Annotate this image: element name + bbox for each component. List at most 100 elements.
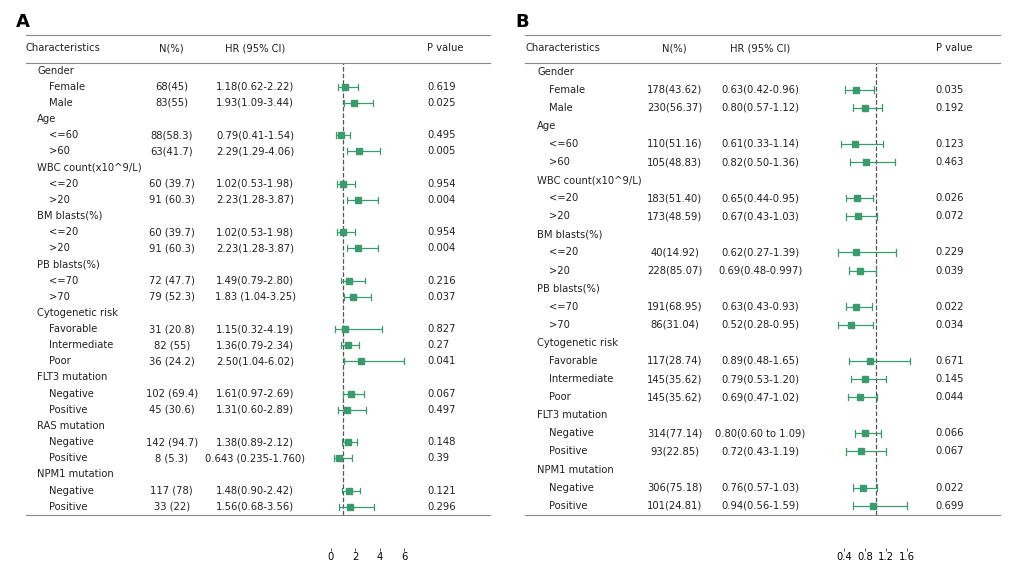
Text: >70: >70	[49, 292, 69, 301]
Text: HR (95% CI): HR (95% CI)	[225, 43, 285, 54]
Text: 0.497: 0.497	[427, 405, 455, 415]
Text: Negative: Negative	[548, 428, 593, 439]
Text: 33 (22): 33 (22)	[154, 502, 190, 512]
Text: WBC count(x10^9/L): WBC count(x10^9/L)	[37, 163, 142, 172]
Text: 0.954: 0.954	[427, 179, 455, 188]
Text: 0.39: 0.39	[427, 453, 448, 463]
Text: 0.619: 0.619	[427, 82, 455, 92]
Text: >20: >20	[548, 266, 570, 276]
Text: N(%): N(%)	[661, 43, 687, 54]
Text: 0.005: 0.005	[427, 146, 454, 156]
Text: WBC count(x10^9/L): WBC count(x10^9/L)	[537, 175, 641, 185]
Text: 0.80(0.60 to 1.09): 0.80(0.60 to 1.09)	[714, 428, 804, 439]
Text: 91 (60.3): 91 (60.3)	[149, 195, 195, 205]
Text: 0.145: 0.145	[934, 374, 963, 384]
Text: RAS mutation: RAS mutation	[37, 421, 105, 431]
Text: 0.216: 0.216	[427, 276, 455, 286]
Text: 0.192: 0.192	[934, 103, 963, 112]
Text: 60 (39.7): 60 (39.7)	[149, 227, 195, 237]
Text: 228(85.07): 228(85.07)	[646, 266, 702, 276]
Text: 60 (39.7): 60 (39.7)	[149, 179, 195, 188]
Text: 0.067: 0.067	[934, 447, 963, 456]
Text: <=20: <=20	[548, 247, 578, 258]
Text: 0.037: 0.037	[427, 292, 454, 301]
Text: 0.69(0.47-1.02): 0.69(0.47-1.02)	[720, 392, 798, 402]
Text: 86(31.04): 86(31.04)	[650, 320, 698, 330]
Text: >20: >20	[49, 243, 69, 254]
Text: 1.02(0.53-1.98): 1.02(0.53-1.98)	[216, 179, 293, 188]
Text: 0.072: 0.072	[934, 211, 963, 222]
Text: BM blasts(%): BM blasts(%)	[37, 211, 102, 221]
Text: Age: Age	[37, 114, 56, 124]
Text: Negative: Negative	[49, 485, 94, 496]
Text: Positive: Positive	[49, 405, 87, 415]
Text: Positive: Positive	[548, 447, 587, 456]
Text: 0.79(0.41-1.54): 0.79(0.41-1.54)	[216, 130, 293, 140]
Text: 2.50(1.04-6.02): 2.50(1.04-6.02)	[216, 356, 293, 367]
Text: 0.066: 0.066	[934, 428, 963, 439]
Text: 117(28.74): 117(28.74)	[646, 356, 702, 366]
Text: 1.18(0.62-2.22): 1.18(0.62-2.22)	[216, 82, 294, 92]
Text: <=60: <=60	[548, 139, 578, 149]
Text: 142 (94.7): 142 (94.7)	[146, 437, 198, 447]
Text: 178(43.62): 178(43.62)	[646, 85, 702, 95]
Text: 306(75.18): 306(75.18)	[646, 482, 702, 493]
Text: Cytogenetic risk: Cytogenetic risk	[37, 308, 118, 318]
Text: 0.123: 0.123	[934, 139, 963, 149]
Text: 0.62(0.27-1.39): 0.62(0.27-1.39)	[720, 247, 798, 258]
Text: 8 (5.3): 8 (5.3)	[155, 453, 189, 463]
Text: Positive: Positive	[548, 501, 587, 510]
Text: 68(45): 68(45)	[155, 82, 189, 92]
Text: >20: >20	[548, 211, 570, 222]
Text: Male: Male	[548, 103, 573, 112]
Text: Negative: Negative	[548, 482, 593, 493]
Text: 0.067: 0.067	[427, 389, 455, 399]
Text: 0.27: 0.27	[427, 340, 448, 350]
Text: FLT3 mutation: FLT3 mutation	[537, 411, 607, 420]
Text: B: B	[516, 13, 529, 31]
Text: 0.52(0.28-0.95): 0.52(0.28-0.95)	[720, 320, 798, 330]
Text: 0.699: 0.699	[934, 501, 963, 510]
Text: 0.026: 0.026	[934, 193, 963, 203]
Text: Gender: Gender	[537, 67, 574, 77]
Text: 83(55): 83(55)	[155, 98, 189, 108]
Text: 0.69(0.48-0.997): 0.69(0.48-0.997)	[717, 266, 801, 276]
Text: NPM1 mutation: NPM1 mutation	[537, 465, 613, 475]
Text: <=70: <=70	[49, 276, 77, 286]
Text: FLT3 mutation: FLT3 mutation	[37, 372, 107, 383]
Text: 63(41.7): 63(41.7)	[150, 146, 193, 156]
Text: Characteristics: Characteristics	[525, 43, 599, 54]
Text: 1.48(0.90-2.42): 1.48(0.90-2.42)	[216, 485, 293, 496]
Text: >20: >20	[49, 195, 69, 205]
Text: 0.76(0.57-1.03): 0.76(0.57-1.03)	[720, 482, 798, 493]
Text: 2.23(1.28-3.87): 2.23(1.28-3.87)	[216, 195, 293, 205]
Text: 0.79(0.53-1.20): 0.79(0.53-1.20)	[720, 374, 798, 384]
Text: 230(56.37): 230(56.37)	[646, 103, 702, 112]
Text: 117 (78): 117 (78)	[150, 485, 193, 496]
Text: PB blasts(%): PB blasts(%)	[537, 284, 599, 293]
Text: 1.36(0.79-2.34): 1.36(0.79-2.34)	[216, 340, 293, 350]
Text: 1.31(0.60-2.89): 1.31(0.60-2.89)	[216, 405, 293, 415]
Text: 0.67(0.43-1.03): 0.67(0.43-1.03)	[720, 211, 798, 222]
Text: >60: >60	[49, 146, 69, 156]
Text: >60: >60	[548, 157, 570, 167]
Text: <=20: <=20	[49, 227, 77, 237]
Text: 105(48.83): 105(48.83)	[647, 157, 701, 167]
Text: 2.29(1.29-4.06): 2.29(1.29-4.06)	[216, 146, 294, 156]
Text: 0.022: 0.022	[934, 482, 963, 493]
Text: 0.954: 0.954	[427, 227, 455, 237]
Text: N(%): N(%)	[159, 43, 183, 54]
Text: <=20: <=20	[49, 179, 77, 188]
Text: HR (95% CI): HR (95% CI)	[730, 43, 790, 54]
Text: Negative: Negative	[49, 389, 94, 399]
Text: 0.495: 0.495	[427, 130, 455, 140]
Text: Intermediate: Intermediate	[548, 374, 612, 384]
Text: 314(77.14): 314(77.14)	[646, 428, 702, 439]
Text: 0.022: 0.022	[934, 301, 963, 312]
Text: <=60: <=60	[49, 130, 77, 140]
Text: 0.041: 0.041	[427, 356, 454, 367]
Text: 0.94(0.56-1.59): 0.94(0.56-1.59)	[720, 501, 798, 510]
Text: Negative: Negative	[49, 437, 94, 447]
Text: 72 (47.7): 72 (47.7)	[149, 276, 195, 286]
Text: P value: P value	[934, 43, 971, 54]
